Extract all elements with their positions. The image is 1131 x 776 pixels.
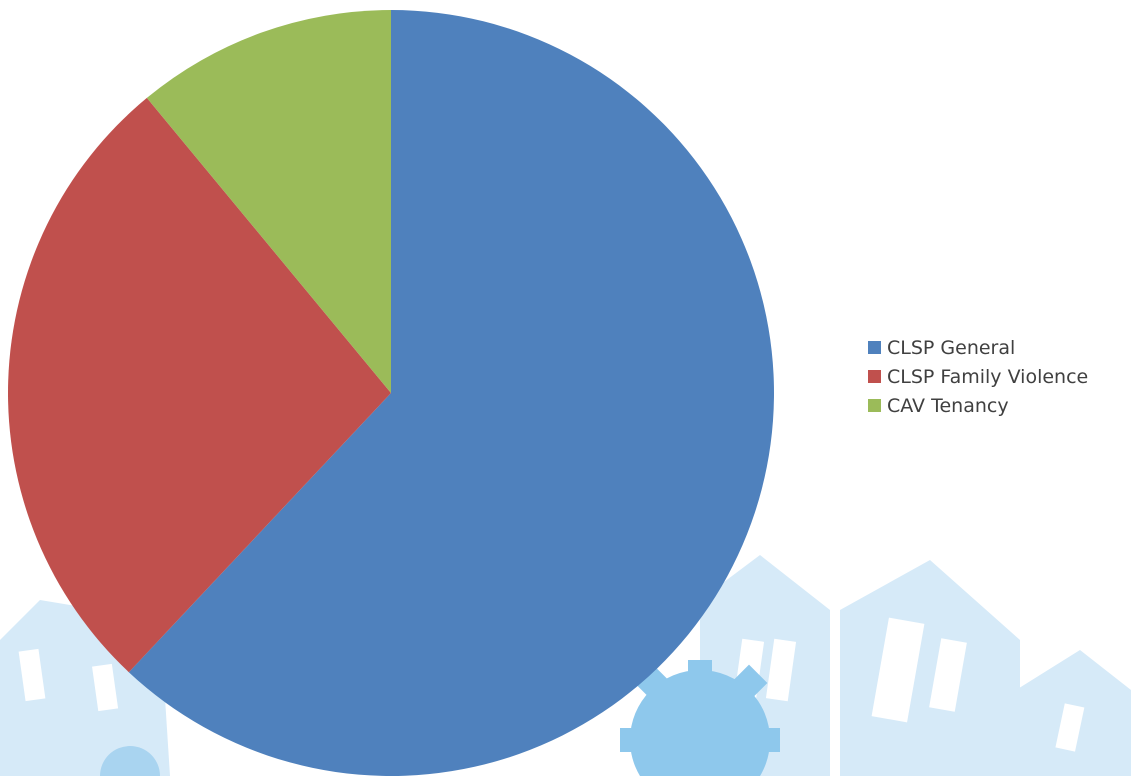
- pie-slice-clsp-general: [128, 10, 775, 776]
- legend-label: CLSP Family Violence: [887, 365, 1089, 388]
- legend-item-clsp-general: CLSP General: [868, 333, 1128, 362]
- pie-slice-cav-tenancy: [146, 10, 391, 393]
- legend-item-clsp-family-violence: CLSP Family Violence: [868, 362, 1128, 391]
- legend-item-cav-tenancy: CAV Tenancy: [868, 391, 1128, 420]
- pie-slice-clsp-family-violence: [7, 97, 392, 673]
- house-silhouette-right-2: [840, 560, 1020, 776]
- legend-label: CLSP General: [887, 336, 1016, 359]
- pie-slices: [7, 10, 775, 776]
- legend-label: CAV Tenancy: [887, 394, 1009, 417]
- gear-decoration-icon: [620, 660, 780, 776]
- house-silhouette-right-3: [1000, 650, 1131, 776]
- legend-swatch: [868, 399, 881, 412]
- legend-swatch: [868, 370, 881, 383]
- gear-decoration-left-icon: [100, 746, 160, 776]
- chart-legend: CLSP General CLSP Family Violence CAV Te…: [868, 333, 1128, 420]
- legend-swatch: [868, 341, 881, 354]
